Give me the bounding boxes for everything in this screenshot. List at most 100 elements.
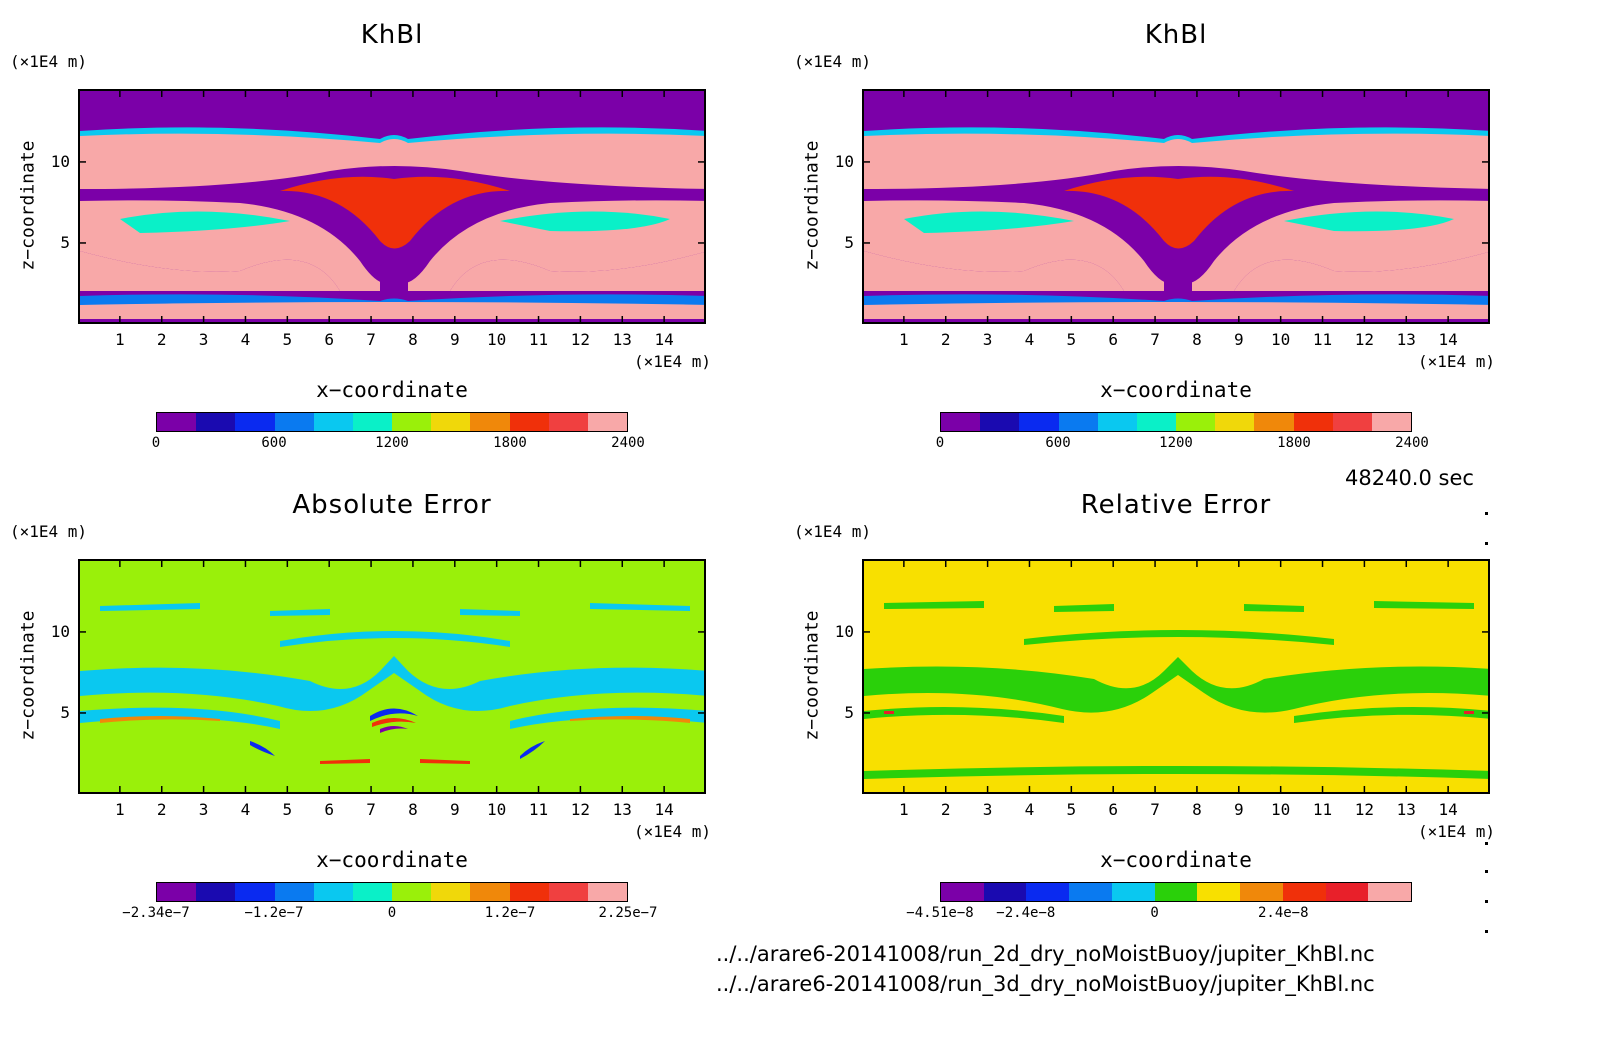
contour-region bbox=[864, 707, 1064, 723]
x-unit-label: (×1E4 m) bbox=[1418, 352, 1496, 371]
x-tick-label: 7 bbox=[366, 800, 376, 819]
contour-region bbox=[80, 656, 704, 711]
colorbar-label: 0 bbox=[151, 435, 161, 451]
contour-band bbox=[450, 252, 704, 291]
contour-band bbox=[864, 251, 1124, 291]
colorbar-swatch bbox=[983, 883, 1027, 901]
y-tick-label: 5 bbox=[60, 702, 70, 722]
contour-band bbox=[380, 258, 408, 296]
y-tick-label: 10 bbox=[50, 621, 70, 641]
colorbar-swatch bbox=[470, 413, 510, 431]
colorbar-swatch bbox=[1293, 413, 1333, 431]
colorbar-label: −2.4e−8 bbox=[996, 905, 1056, 921]
contour-band bbox=[80, 251, 340, 291]
x-tick-label: 2 bbox=[156, 330, 167, 349]
contour-region bbox=[884, 601, 984, 609]
chart-title: Absolute Error bbox=[292, 490, 492, 520]
contour-region bbox=[370, 708, 418, 721]
file-path-2: ../../arare6-20141008/run_3d_dry_noMoist… bbox=[716, 972, 1375, 996]
contour-band bbox=[864, 302, 1488, 319]
x-tick-label: 1 bbox=[899, 800, 909, 819]
colorbar-swatch bbox=[235, 413, 275, 431]
y-axis-label: z−coordinate bbox=[801, 140, 823, 271]
colorbar-swatch bbox=[1371, 413, 1412, 431]
marker-dot bbox=[1485, 930, 1488, 933]
colorbar-swatch bbox=[980, 413, 1020, 431]
colorbar-swatch bbox=[1111, 883, 1155, 901]
colorbar-label: 2400 bbox=[611, 435, 645, 451]
contour-band bbox=[1234, 252, 1488, 291]
colorbar-swatch bbox=[1325, 883, 1369, 901]
colorbar-label: 0 bbox=[935, 435, 945, 451]
x-tick-label: 11 bbox=[528, 330, 549, 349]
x-tick-label: 13 bbox=[612, 800, 632, 819]
y-tick-label: 5 bbox=[844, 232, 854, 252]
contour-band bbox=[904, 211, 1074, 233]
x-tick-label: 9 bbox=[1233, 330, 1244, 349]
colorbar-swatch bbox=[1136, 413, 1177, 431]
x-tick-label: 8 bbox=[1192, 330, 1202, 349]
colorbar-swatch bbox=[157, 413, 197, 431]
colorbar-label: 2.25e−7 bbox=[598, 905, 658, 921]
colorbar-swatch bbox=[196, 883, 236, 901]
x-tick-label: 11 bbox=[528, 800, 549, 819]
chart-title: Relative Error bbox=[1080, 490, 1272, 520]
y-unit-label: (×1E4 m) bbox=[10, 52, 88, 71]
contour-region bbox=[1374, 601, 1474, 609]
y-axis-label: z−coordinate bbox=[17, 610, 39, 741]
x-axis-label: x−coordinate bbox=[316, 848, 468, 872]
contour-region bbox=[80, 707, 280, 729]
x-tick-label: 1 bbox=[115, 800, 125, 819]
x-tick-label: 2 bbox=[940, 800, 951, 819]
x-tick-label: 10 bbox=[487, 800, 507, 819]
contour-band bbox=[1284, 211, 1454, 232]
contour-region bbox=[280, 631, 510, 647]
x-tick-label: 12 bbox=[1354, 330, 1375, 349]
heatmap-svg bbox=[80, 91, 704, 322]
colorbar-swatch bbox=[1215, 413, 1255, 431]
colorbar-swatch bbox=[431, 883, 471, 901]
x-tick-label: 7 bbox=[1150, 800, 1160, 819]
colorbar-label: 2400 bbox=[1395, 435, 1429, 451]
x-tick-label: 4 bbox=[240, 330, 251, 349]
colorbar-swatch bbox=[431, 413, 471, 431]
y-unit-label: (×1E4 m) bbox=[10, 522, 88, 541]
contour-region bbox=[864, 766, 1488, 779]
contour-region bbox=[460, 609, 520, 616]
x-tick-label: 13 bbox=[1396, 800, 1416, 819]
contour-region bbox=[520, 741, 545, 759]
contour-region bbox=[380, 726, 408, 733]
colorbar-label: 1800 bbox=[1277, 435, 1311, 451]
contour-region bbox=[1054, 604, 1114, 612]
heatmap-svg bbox=[864, 561, 1488, 792]
colorbar-swatch bbox=[1026, 883, 1070, 901]
x-tick-label: 9 bbox=[1233, 800, 1244, 819]
x-tick-label: 2 bbox=[156, 800, 167, 819]
colorbar-swatch bbox=[392, 883, 432, 901]
x-tick-label: 14 bbox=[1438, 800, 1458, 819]
colorbar-label: 0 bbox=[387, 905, 397, 921]
heatmap-svg bbox=[80, 561, 704, 792]
marker-dot bbox=[1485, 512, 1488, 515]
contour-region bbox=[1024, 630, 1334, 645]
x-tick-label: 5 bbox=[1066, 800, 1077, 819]
y-unit-label: (×1E4 m) bbox=[794, 522, 872, 541]
x-tick-label: 9 bbox=[449, 330, 460, 349]
colorbar-swatch bbox=[157, 883, 197, 901]
colorbar-swatch bbox=[509, 413, 549, 431]
x-tick-label: 11 bbox=[1312, 330, 1333, 349]
x-tick-label: 3 bbox=[198, 330, 209, 349]
colorbar-label: 2.4e−8 bbox=[1257, 905, 1309, 921]
contour-region bbox=[250, 741, 275, 756]
x-tick-label: 3 bbox=[982, 800, 993, 819]
colorbar-swatch bbox=[313, 883, 353, 901]
y-tick-label: 10 bbox=[50, 151, 70, 171]
x-axis-label: x−coordinate bbox=[1100, 848, 1252, 872]
contour-band bbox=[80, 302, 704, 319]
file-path-1: ../../arare6-20141008/run_2d_dry_noMoist… bbox=[716, 942, 1375, 966]
x-tick-label: 7 bbox=[366, 330, 376, 349]
heatmap-plot bbox=[78, 89, 706, 324]
colorbar-swatch bbox=[392, 413, 432, 431]
contour-band bbox=[864, 133, 1488, 189]
x-unit-label: (×1E4 m) bbox=[634, 352, 712, 371]
